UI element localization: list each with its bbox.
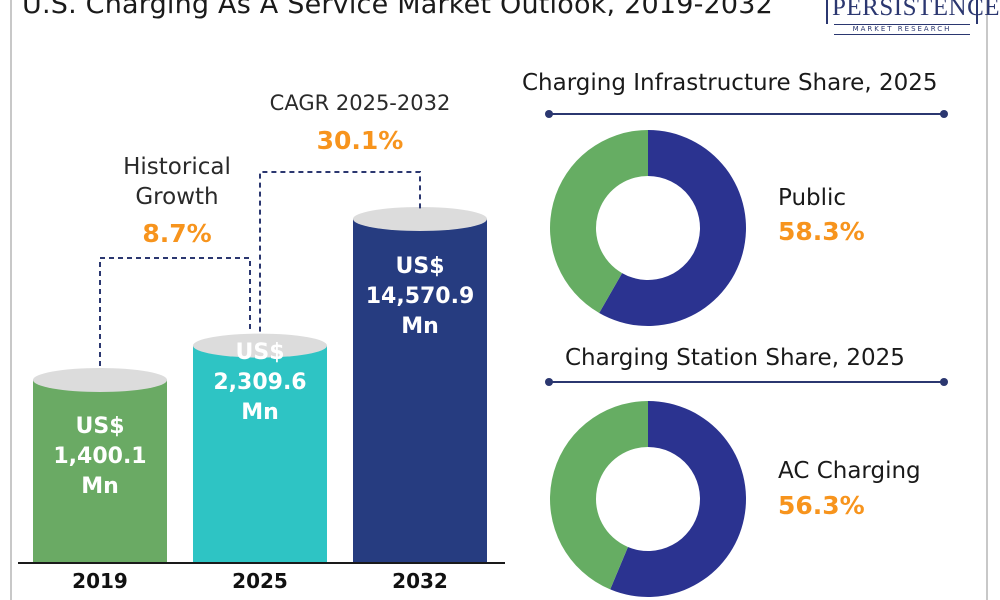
bar-value-label-2025: US$ 2,309.6 Mn <box>190 338 330 428</box>
historical-label-line-2: Growth <box>135 184 219 210</box>
station-share-title: Charging Station Share, 2025 <box>565 345 905 371</box>
bar-amount-2032: 14,570.9 <box>365 284 475 309</box>
category-label-2019: 2019 <box>72 569 128 593</box>
bar-cap-2025 <box>193 333 327 358</box>
infrastructure-share-donut <box>549 130 746 327</box>
growth-connectors <box>99 171 421 366</box>
bar-2025 <box>193 345 327 562</box>
station-slice-1 <box>549 401 648 590</box>
category-label-2025: 2025 <box>232 569 288 593</box>
ac-charging-share-value: 56.3% <box>778 491 865 520</box>
infographic-frame <box>10 0 988 600</box>
historical-growth-value: 8.7% <box>142 219 212 248</box>
bar-currency-2032: US$ <box>395 254 445 279</box>
infrastructure-title-rule <box>549 113 944 115</box>
page-title: U.S. Charging As A Service Market Outloo… <box>22 0 774 20</box>
title-rule-dot-right-2 <box>940 378 948 386</box>
bar-amount-2019: 1,400.1 <box>53 444 147 469</box>
station-share-donut <box>549 401 746 597</box>
category-label-2032: 2032 <box>392 569 448 593</box>
bar-series <box>33 207 487 562</box>
cagr-value: 30.1% <box>316 126 404 155</box>
infrastructure-share-title: Charging Infrastructure Share, 2025 <box>522 70 938 96</box>
bar-unit-2019: Mn <box>81 474 119 499</box>
public-share-value: 58.3% <box>778 217 865 246</box>
historical-label-line-1: Historical <box>123 154 231 180</box>
bar-unit-2032: Mn <box>401 314 439 339</box>
bar-2032 <box>353 219 487 562</box>
infrastructure-slice-1 <box>549 130 648 313</box>
bar-currency-2025: US$ <box>235 340 285 365</box>
station-title-rule <box>549 381 944 383</box>
bar-value-label-2019: US$ 1,400.1 Mn <box>30 412 170 502</box>
bar-currency-2019: US$ <box>75 414 125 439</box>
infrastructure-slice-0 <box>599 130 746 327</box>
bar-2019 <box>33 380 167 562</box>
ac-charging-label: AC Charging <box>778 458 921 484</box>
logo-main-text: PERSISTENCE <box>826 0 1000 24</box>
bar-cap-2019 <box>33 368 167 392</box>
bar-unit-2025: Mn <box>241 400 279 425</box>
station-slice-0 <box>610 401 746 597</box>
bar-cap-2032 <box>353 207 487 231</box>
historical-growth-label: Historical Growth <box>112 152 242 212</box>
historical-growth-connector <box>99 257 251 366</box>
title-rule-dot-right <box>940 110 948 118</box>
bar-amount-2025: 2,309.6 <box>213 370 307 395</box>
persistence-logo: PERSISTENCE MARKET RESEARCH <box>826 0 1000 36</box>
cagr-label: CAGR 2025-2032 <box>269 91 451 115</box>
logo-sub-text: MARKET RESEARCH <box>834 24 970 35</box>
bar-value-label-2032: US$ 14,570.9 Mn <box>350 252 490 342</box>
public-label: Public <box>778 185 847 211</box>
